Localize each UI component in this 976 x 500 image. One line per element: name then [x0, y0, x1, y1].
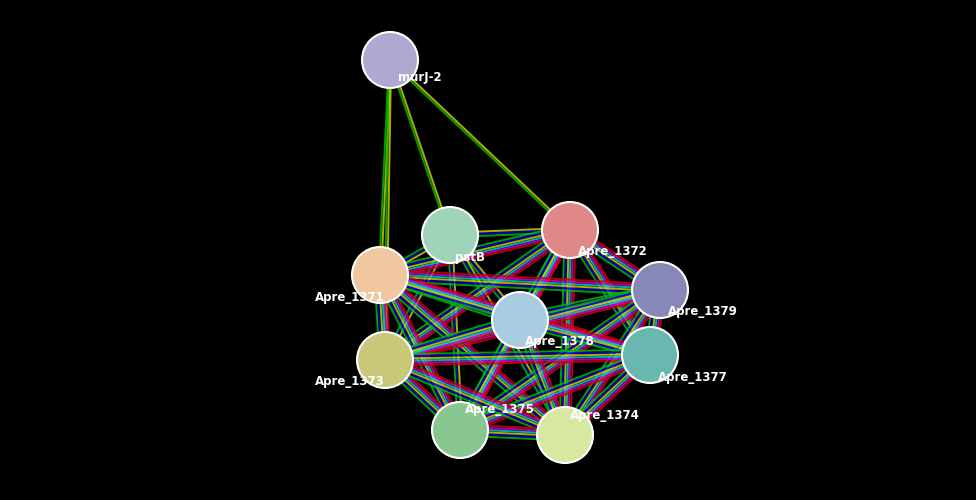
Text: pstB: pstB: [455, 250, 485, 264]
Text: murJ-2: murJ-2: [398, 72, 441, 85]
Circle shape: [537, 407, 593, 463]
Circle shape: [422, 207, 478, 263]
Circle shape: [492, 292, 548, 348]
Circle shape: [362, 32, 418, 88]
Circle shape: [432, 402, 488, 458]
Circle shape: [542, 202, 598, 258]
Circle shape: [622, 327, 678, 383]
Text: Apre_1375: Apre_1375: [465, 404, 535, 416]
Text: Apre_1373: Apre_1373: [315, 376, 385, 388]
Text: Apre_1377: Apre_1377: [658, 370, 728, 384]
Text: Apre_1379: Apre_1379: [668, 306, 738, 318]
Circle shape: [357, 332, 413, 388]
Circle shape: [352, 247, 408, 303]
Text: Apre_1372: Apre_1372: [578, 246, 648, 258]
Text: Apre_1378: Apre_1378: [525, 336, 595, 348]
Text: Apre_1374: Apre_1374: [570, 408, 640, 422]
Circle shape: [632, 262, 688, 318]
Text: Apre_1371: Apre_1371: [315, 290, 385, 304]
